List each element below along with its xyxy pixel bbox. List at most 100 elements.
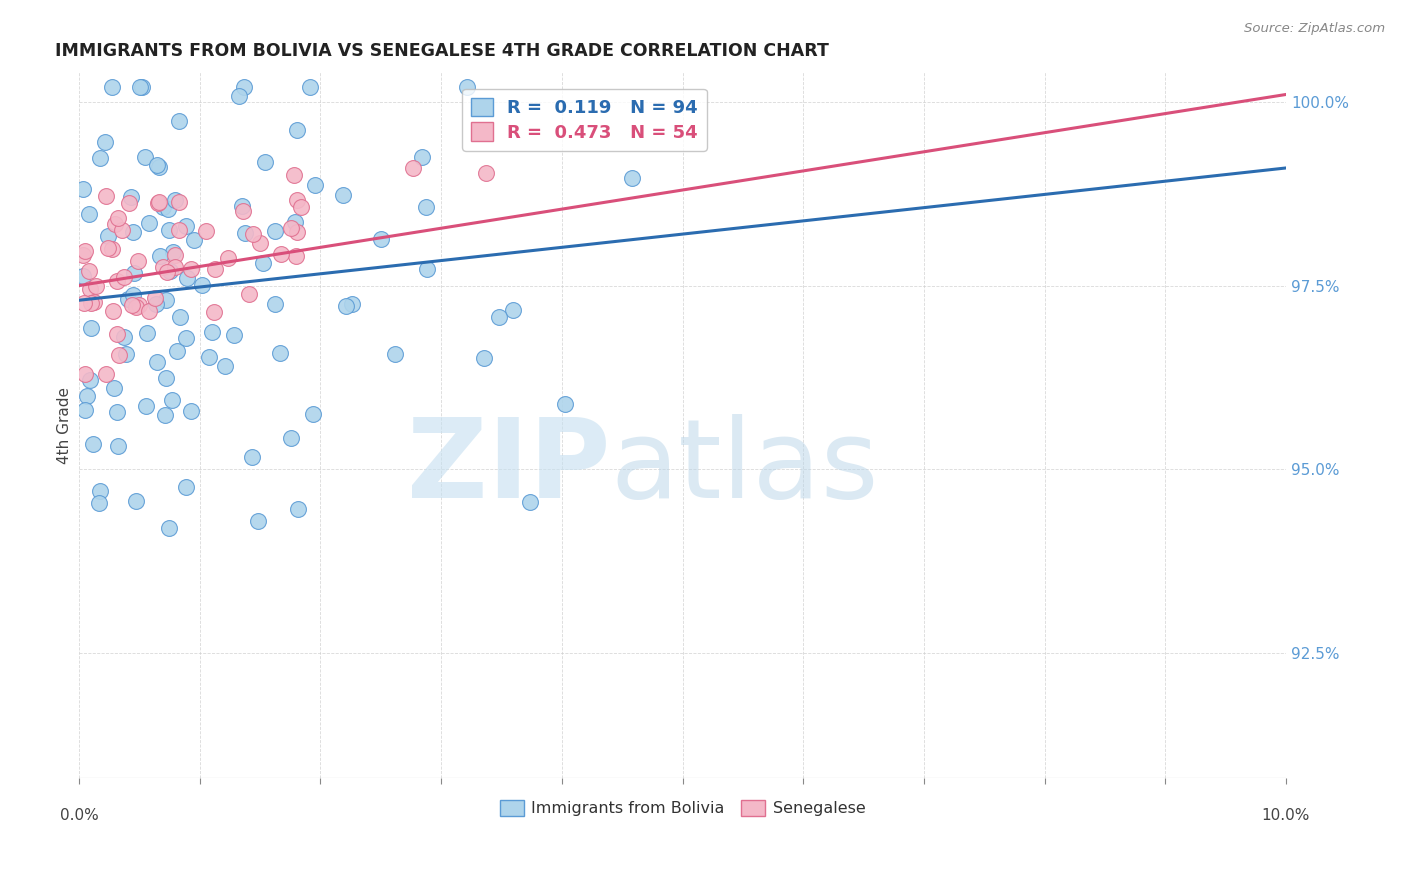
Point	[163, 260, 186, 274]
Point	[76, 389, 98, 403]
Point	[204, 262, 226, 277]
Point	[169, 194, 191, 209]
Point	[488, 310, 510, 324]
Point	[238, 287, 260, 301]
Text: Source: ZipAtlas.com: Source: ZipAtlas.com	[1244, 22, 1385, 36]
Point	[270, 247, 292, 261]
Point	[304, 178, 326, 193]
Point	[121, 288, 143, 302]
Point	[169, 310, 191, 324]
Point	[287, 502, 309, 516]
Point	[202, 305, 225, 319]
Point	[143, 291, 166, 305]
Point	[285, 122, 308, 136]
Point	[72, 248, 94, 262]
Point	[138, 303, 160, 318]
Point	[163, 248, 186, 262]
Point	[242, 227, 264, 241]
Point	[249, 236, 271, 251]
Point	[107, 274, 129, 288]
Point	[134, 150, 156, 164]
Point	[156, 265, 179, 279]
Point	[402, 161, 425, 175]
Point	[94, 135, 117, 149]
Text: ZIP: ZIP	[406, 414, 610, 521]
Point	[138, 216, 160, 230]
Point	[159, 264, 181, 278]
Point	[145, 355, 167, 369]
Point	[101, 242, 124, 256]
Point	[149, 249, 172, 263]
Point	[94, 189, 117, 203]
Point	[135, 326, 157, 340]
Point	[120, 190, 142, 204]
Point	[131, 80, 153, 95]
Point	[254, 155, 277, 169]
Point	[122, 266, 145, 280]
Point	[284, 248, 307, 262]
Point	[101, 80, 124, 95]
Point	[118, 196, 141, 211]
Point	[73, 295, 96, 310]
Point	[112, 270, 135, 285]
Point	[72, 268, 94, 283]
Point	[103, 381, 125, 395]
Point	[155, 370, 177, 384]
Point	[231, 199, 253, 213]
Point	[96, 367, 118, 381]
Y-axis label: 4th Grade: 4th Grade	[58, 386, 72, 464]
Point	[125, 300, 148, 314]
Point	[174, 480, 197, 494]
Point	[165, 193, 187, 207]
Point	[127, 254, 149, 268]
Point	[129, 80, 152, 95]
Point	[224, 328, 246, 343]
Point	[474, 351, 496, 365]
Legend: Immigrants from Bolivia, Senegalese: Immigrants from Bolivia, Senegalese	[494, 794, 872, 822]
Point	[135, 399, 157, 413]
Point	[280, 431, 302, 445]
Point	[416, 261, 439, 276]
Point	[284, 215, 307, 229]
Point	[214, 359, 236, 373]
Point	[89, 483, 111, 498]
Point	[332, 188, 354, 202]
Point	[502, 302, 524, 317]
Point	[176, 330, 198, 344]
Point	[198, 350, 221, 364]
Point	[112, 330, 135, 344]
Point	[160, 392, 183, 407]
Text: atlas: atlas	[610, 414, 879, 521]
Point	[415, 201, 437, 215]
Point	[475, 166, 498, 180]
Point	[232, 80, 254, 95]
Point	[125, 494, 148, 508]
Point	[83, 294, 105, 309]
Point	[89, 151, 111, 165]
Point	[146, 196, 169, 211]
Point	[73, 244, 96, 258]
Point	[111, 223, 134, 237]
Point	[105, 405, 128, 419]
Point	[117, 292, 139, 306]
Point	[157, 223, 180, 237]
Point	[77, 264, 100, 278]
Point	[191, 277, 214, 292]
Point	[162, 245, 184, 260]
Point	[285, 193, 308, 207]
Point	[97, 229, 120, 244]
Point	[103, 303, 125, 318]
Point	[183, 233, 205, 247]
Point	[342, 297, 364, 311]
Point	[108, 348, 131, 362]
Point	[121, 225, 143, 239]
Point	[335, 299, 357, 313]
Point	[79, 373, 101, 387]
Point	[166, 344, 188, 359]
Point	[169, 113, 191, 128]
Point	[157, 521, 180, 535]
Point	[384, 347, 406, 361]
Point	[280, 220, 302, 235]
Point	[620, 170, 643, 185]
Point	[263, 224, 285, 238]
